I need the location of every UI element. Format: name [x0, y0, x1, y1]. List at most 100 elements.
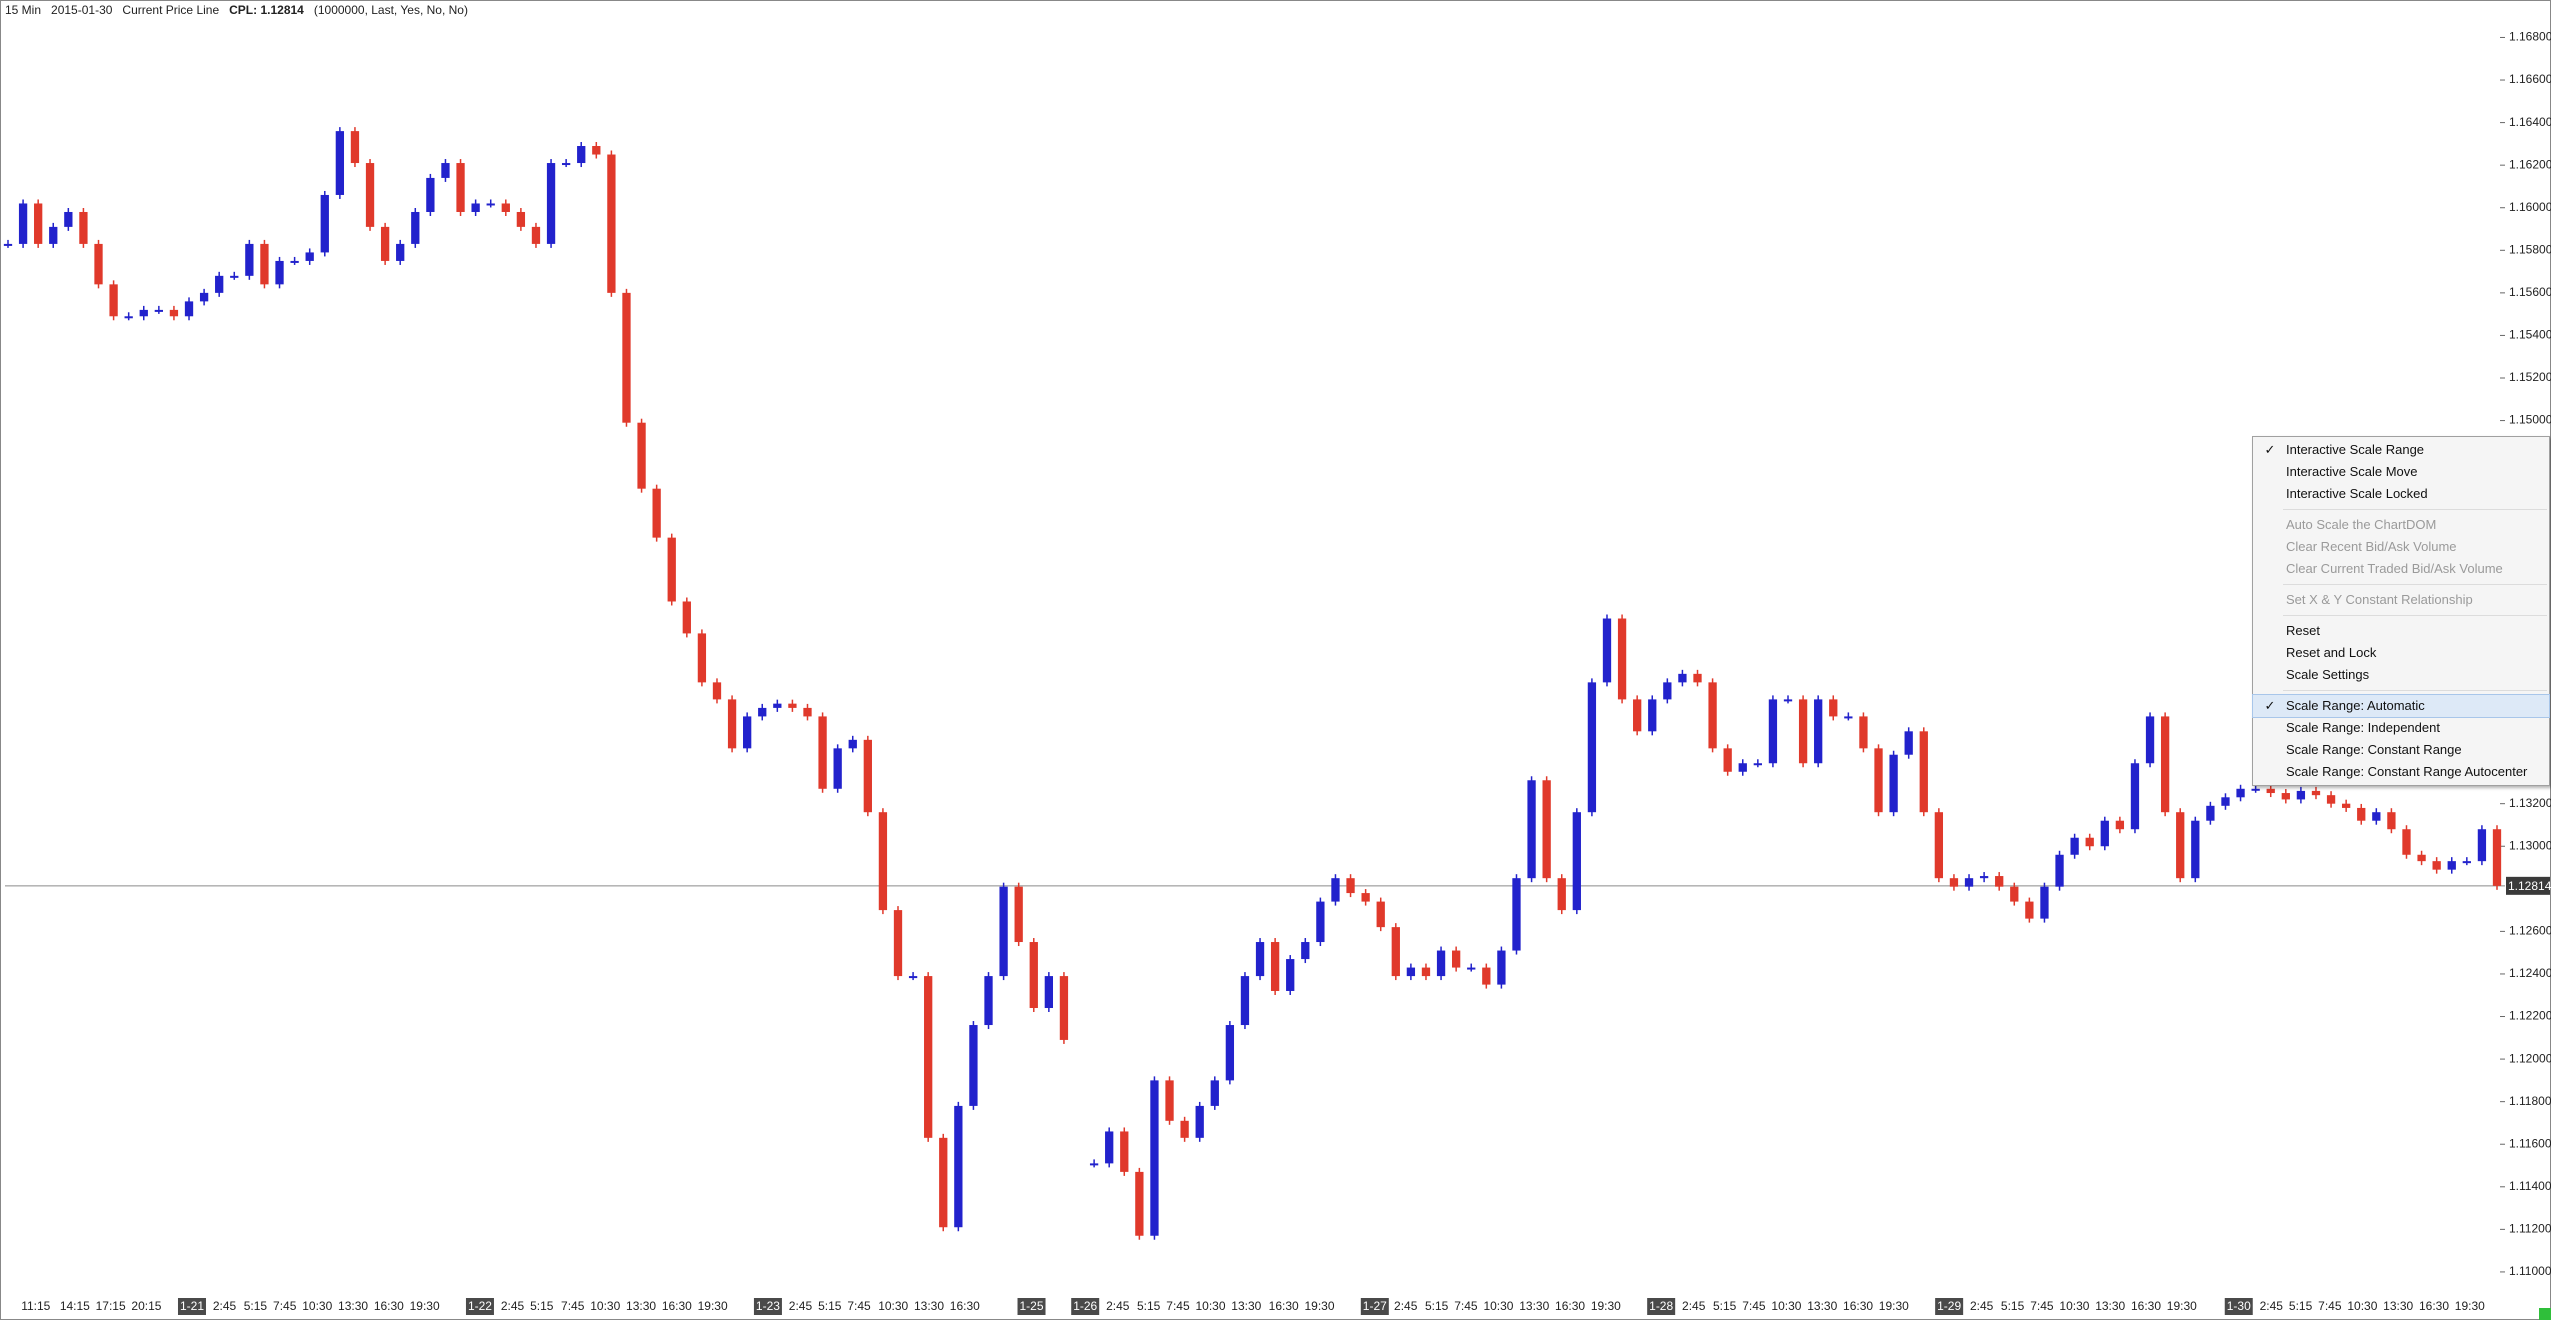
- candle: [1572, 812, 1581, 911]
- x-tick-label: 7:45: [2030, 1299, 2054, 1313]
- candle: [1029, 942, 1038, 1009]
- x-tick-label: 19:30: [2167, 1299, 2197, 1313]
- candle: [2326, 795, 2336, 804]
- menu-item[interactable]: Interactive Scale Locked: [2253, 483, 2549, 505]
- candle: [49, 226, 58, 244]
- menu-separator: [2283, 584, 2547, 585]
- candle: [320, 194, 329, 253]
- x-tick-label: 19:30: [1879, 1299, 1909, 1313]
- menu-item: Auto Scale the ChartDOM: [2253, 514, 2549, 536]
- y-tick-label: 1.11000: [2509, 1264, 2551, 1278]
- x-tick-label: 5:15: [1713, 1299, 1737, 1313]
- candle: [2492, 829, 2502, 886]
- x-tick-label: 10:30: [1483, 1299, 1513, 1313]
- status-indicator: [2539, 1308, 2551, 1320]
- x-tick-label: 16:30: [1269, 1299, 1299, 1313]
- candle: [124, 316, 133, 319]
- candle: [848, 739, 857, 749]
- x-tick-label: 16:30: [2131, 1299, 2161, 1313]
- candle: [411, 211, 420, 244]
- menu-item: Clear Current Traded Bid/Ask Volume: [2253, 558, 2549, 580]
- candle: [607, 154, 616, 293]
- y-tick-label: 1.15000: [2509, 413, 2551, 427]
- menu-item[interactable]: Scale Settings: [2253, 664, 2549, 686]
- x-tick-label: 2:45: [501, 1299, 525, 1313]
- date-box: [1360, 1298, 1389, 1315]
- candle: [1949, 878, 1959, 887]
- candle: [1210, 1080, 1219, 1106]
- candle: [2432, 861, 2441, 870]
- date-box: [2224, 1298, 2253, 1315]
- candle: [2281, 793, 2290, 800]
- candle: [1814, 699, 1823, 764]
- candle: [64, 211, 73, 227]
- candle: [1089, 1163, 1099, 1166]
- chart-header: 15 Min 2015-01-30 Current Price Line CPL: 1…: [5, 3, 468, 17]
- y-tick-label: 1.15600: [2509, 285, 2551, 299]
- candle: [501, 203, 510, 212]
- candle: [561, 163, 571, 166]
- menu-item-label: Reset: [2286, 623, 2320, 638]
- candle: [1391, 927, 1400, 977]
- candle: [1964, 878, 1974, 887]
- menu-item-label: Scale Settings: [2286, 667, 2370, 682]
- candle: [939, 1137, 948, 1228]
- candle: [290, 260, 299, 263]
- candle: [1286, 959, 1295, 991]
- candle: [1421, 967, 1431, 977]
- date: 2015-01-30: [51, 3, 113, 17]
- menu-item-label: Interactive Scale Range: [2286, 442, 2425, 457]
- x-tick-label: 7:45: [847, 1299, 871, 1313]
- candle: [2357, 807, 2366, 821]
- menu-item[interactable]: Scale Range: Constant Range: [2253, 739, 2549, 761]
- x-tick-label: 13:30: [1519, 1299, 1549, 1313]
- candle: [2130, 763, 2140, 830]
- candle: [199, 292, 209, 302]
- menu-item[interactable]: Reset: [2253, 620, 2549, 642]
- candle: [788, 703, 797, 708]
- menu-item-label: Set X & Y Constant Relationship: [2286, 592, 2473, 607]
- candle: [984, 976, 993, 1026]
- x-tick-label: 10:30: [2059, 1299, 2089, 1313]
- menu-item[interactable]: Scale Range: Constant Range Autocenter: [2253, 761, 2549, 783]
- y-tick-label: 1.16000: [2509, 200, 2551, 214]
- x-tick-label: 5:15: [2001, 1299, 2025, 1313]
- menu-item[interactable]: Reset and Lock: [2253, 642, 2549, 664]
- y-tick-label: 1.16600: [2509, 72, 2551, 86]
- y-tick-label: 1.16800: [2509, 30, 2551, 44]
- candle: [1270, 942, 1280, 991]
- x-tick-label: 2:45: [1394, 1299, 1418, 1313]
- candle: [893, 910, 903, 977]
- candle: [1678, 673, 1687, 683]
- y-tick-label: 1.12000: [2509, 1051, 2551, 1065]
- candle: [2221, 797, 2230, 806]
- y-tick-label: 1.13200: [2509, 796, 2551, 810]
- menu-item[interactable]: Interactive Scale Move: [2253, 461, 2549, 483]
- x-tick-label: 13:30: [626, 1299, 656, 1313]
- menu-item[interactable]: ✓ Interactive Scale Range: [2253, 439, 2549, 461]
- candle: [833, 748, 842, 789]
- y-tick-label: 1.15400: [2509, 328, 2551, 342]
- y-tick-label: 1.15200: [2509, 370, 2551, 384]
- candle: [2191, 820, 2200, 879]
- candle: [34, 203, 43, 244]
- menu-item-label: Reset and Lock: [2286, 645, 2377, 660]
- x-tick-label: 10:30: [878, 1299, 908, 1313]
- candle: [577, 146, 586, 164]
- x-tick-label: 10:30: [1195, 1299, 1225, 1313]
- x-tick-label: 13:30: [338, 1299, 368, 1313]
- candle: [2402, 829, 2411, 855]
- x-tick-label: 5:15: [244, 1299, 268, 1313]
- candle: [758, 707, 767, 717]
- candle: [667, 537, 676, 602]
- y-tick-label: 1.16400: [2509, 115, 2551, 129]
- candle: [2040, 886, 2049, 919]
- menu-item-label: Clear Current Traded Bid/Ask Volume: [2286, 561, 2503, 576]
- check-mark: ✓: [2264, 698, 2276, 713]
- menu-item-label: Interactive Scale Move: [2286, 464, 2418, 479]
- menu-item[interactable]: ✓ Scale Range: Automatic: [2252, 694, 2550, 718]
- candle: [1044, 976, 1054, 1009]
- x-tick-label: 13:30: [2095, 1299, 2125, 1313]
- menu-item[interactable]: Scale Range: Independent: [2253, 717, 2549, 739]
- menu-item-label: Clear Recent Bid/Ask Volume: [2286, 539, 2457, 554]
